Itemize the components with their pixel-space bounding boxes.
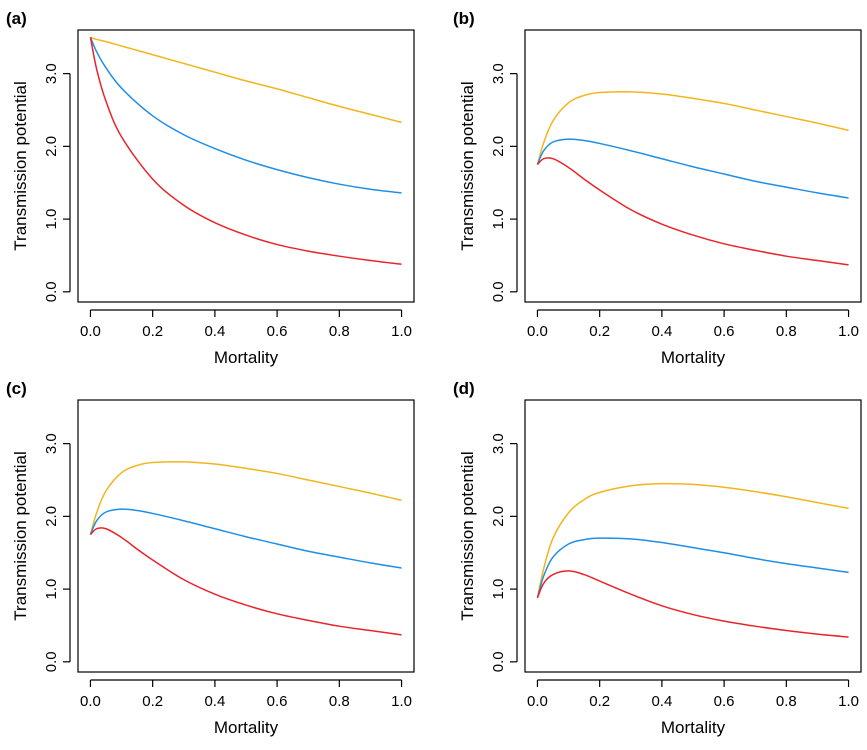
y-tick-label: 0.0 [490,651,507,672]
panel-b: (b) 0.0 0.2 0.4 0.6 0.8 1.0 Mortality 0.0 1.0 2.0 3… [453,9,862,367]
series-line-3 [536,157,849,266]
series-line-3 [89,37,402,265]
x-tick-label: 1.0 [391,323,412,340]
x-tick-label: 1.0 [838,693,859,710]
plot-frame [77,399,415,673]
x-tick-label: 1.0 [838,323,859,340]
panel-label: (a) [6,9,27,28]
x-tick-label: 0.6 [267,693,288,710]
x-tick-label: 0.8 [329,323,350,340]
x-tick-label: 0.6 [267,323,288,340]
panel-label: (b) [453,9,475,28]
series-line-1 [536,90,849,165]
x-axis-title: Mortality [661,718,726,737]
x-axis-title: Mortality [661,348,726,367]
y-tick-label: 2.0 [490,506,507,527]
series-line-3 [89,527,402,636]
x-tick-label: 1.0 [391,693,412,710]
series-line-1 [89,460,402,535]
y-tick-label: 3.0 [43,63,60,84]
y-tick-label: 2.0 [43,136,60,157]
y-tick-label: 0.0 [490,281,507,302]
x-tick-label: 0.4 [651,693,672,710]
x-tick-label: 0.2 [589,323,610,340]
x-tick-label: 0.4 [204,693,225,710]
plot-frame [524,29,862,303]
x-tick-label: 0.8 [776,693,797,710]
y-tick-label: 0.0 [43,651,60,672]
x-tick-label: 0.0 [80,693,101,710]
y-tick-label: 1.0 [43,209,60,230]
y-axis-title: Transmission potential [11,451,30,620]
x-tick-label: 0.8 [776,323,797,340]
series-line-2 [536,537,849,599]
panel-label: (d) [453,379,475,398]
panel-d: (d) 0.0 0.2 0.4 0.6 0.8 1.0 Mortality 0.0 1.0 2.0 3… [453,379,862,737]
panel-c: (c) 0.0 0.2 0.4 0.6 0.8 1.0 Mortality 0.0 1.0 2.0 3… [6,379,415,737]
y-axis-title: Transmission potential [458,81,477,250]
series-line-1 [90,36,402,124]
y-tick-label: 0.0 [43,281,60,302]
y-tick-label: 3.0 [490,433,507,454]
x-tick-label: 0.0 [527,693,548,710]
y-tick-label: 2.0 [43,506,60,527]
series-line-1 [536,482,849,598]
series-line-2 [536,138,849,199]
y-axis-title: Transmission potential [11,81,30,250]
x-tick-label: 0.0 [527,323,548,340]
x-axis-title: Mortality [214,348,279,367]
x-tick-label: 0.6 [714,323,735,340]
y-axis-title: Transmission potential [458,451,477,620]
y-tick-label: 3.0 [490,63,507,84]
x-tick-label: 0.6 [714,693,735,710]
series-line-3 [536,570,849,638]
x-tick-label: 0.8 [329,693,350,710]
y-tick-label: 1.0 [490,209,507,230]
x-tick-label: 0.0 [80,323,101,340]
x-tick-label: 0.4 [651,323,672,340]
panel-label: (c) [6,379,27,398]
plot-frame [77,29,415,303]
series-line-2 [89,36,402,194]
x-axis-title: Mortality [214,718,279,737]
panel-a: (a) 0.0 0.2 0.4 0.6 0.8 1.0 Mortality 0.0 1.0 2.0 3… [6,9,415,367]
series-line-2 [89,508,402,569]
x-tick-label: 0.2 [142,693,163,710]
y-tick-label: 1.0 [43,579,60,600]
x-tick-label: 0.4 [204,323,225,340]
y-tick-label: 3.0 [43,433,60,454]
y-tick-label: 2.0 [490,136,507,157]
x-tick-label: 0.2 [142,323,163,340]
plot-frame [524,399,862,673]
x-tick-label: 0.2 [589,693,610,710]
y-tick-label: 1.0 [490,579,507,600]
